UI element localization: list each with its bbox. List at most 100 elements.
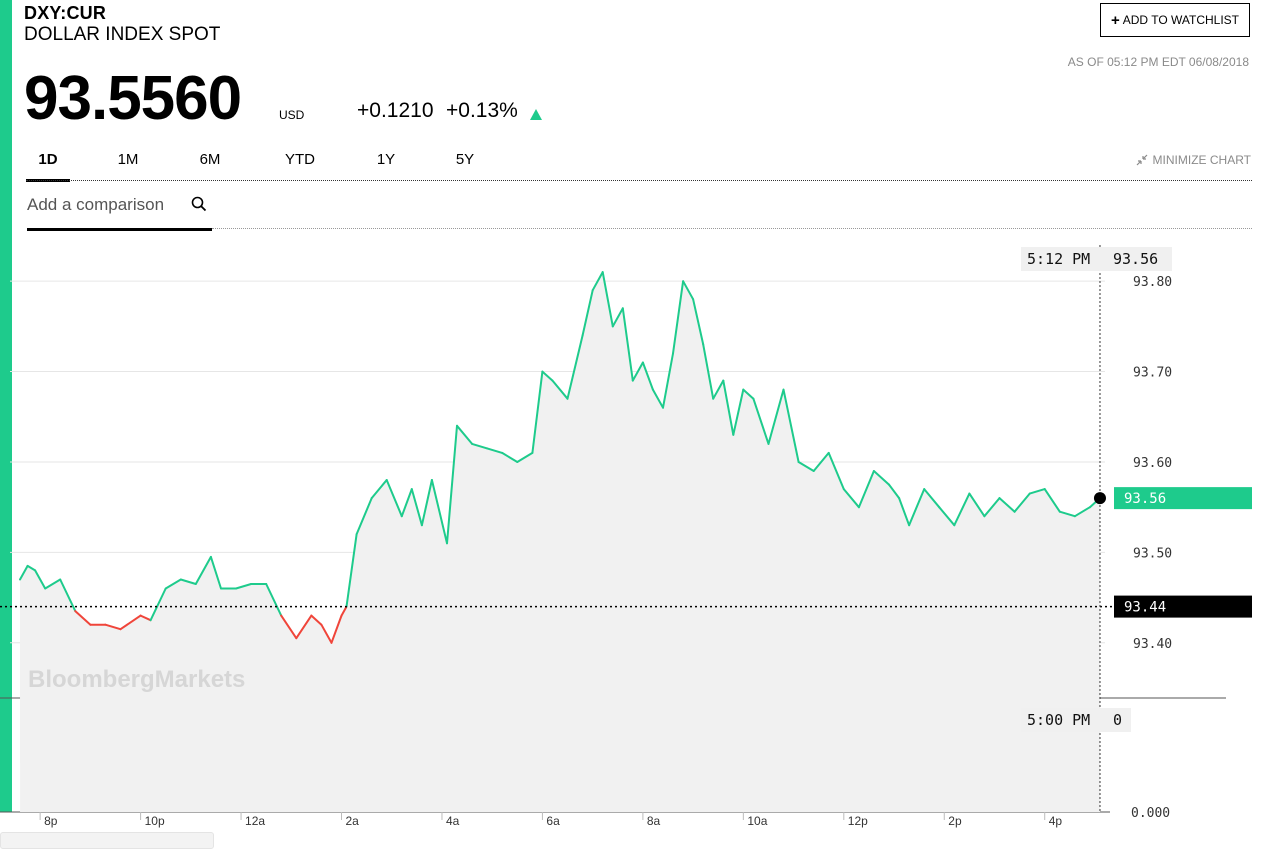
y-tick-label: 93.50 [1133, 546, 1172, 561]
price-segment [320, 623, 333, 644]
y-tick-label: 93.70 [1133, 366, 1172, 381]
x-tick-label: 4p [1049, 814, 1063, 828]
tab-1d[interactable]: 1D [26, 150, 70, 182]
price-segment [179, 578, 197, 585]
chart-watermark: BloombergMarkets [28, 666, 245, 693]
y-tick-label: 93.60 [1133, 456, 1172, 471]
search-icon[interactable] [191, 196, 207, 212]
price-segment [797, 461, 815, 472]
arrow-up-icon [530, 109, 542, 120]
price-segment [631, 361, 644, 382]
tab-1m[interactable]: 1M [117, 151, 139, 168]
horizontal-scrollbar[interactable] [0, 832, 214, 849]
price-segment [456, 424, 474, 445]
price-segment [938, 506, 956, 527]
price-segment [953, 492, 971, 527]
price-segment [119, 614, 142, 631]
tab-5y[interactable]: 5Y [455, 151, 475, 168]
price-segment [370, 479, 388, 500]
price-segment [310, 614, 323, 626]
price-segment [712, 379, 725, 400]
price-segment [59, 578, 77, 613]
price-segment [1073, 506, 1091, 518]
price-segment [430, 479, 448, 545]
last-value-dot [1093, 492, 1106, 505]
price-segment [566, 334, 584, 400]
price-segment [983, 497, 1001, 518]
price-segment [486, 447, 504, 454]
price-segment [682, 280, 695, 301]
currency-label: USD [279, 108, 305, 122]
last-value-label: 93.56 [1124, 491, 1166, 507]
accent-bar [0, 0, 12, 812]
price-segment [968, 492, 986, 518]
x-tick-label: 10p [145, 814, 165, 828]
price-segment [139, 614, 152, 622]
comparison-divider [212, 228, 1252, 229]
price-segment [1043, 488, 1061, 513]
price-segment [104, 623, 122, 631]
price-segment [355, 497, 373, 536]
x-tick-label: 12a [245, 814, 265, 828]
watchlist-label: ADD TO WATCHLIST [1122, 13, 1239, 27]
ticker-symbol: DXY:CUR [24, 3, 107, 23]
x-tick-label: 12p [848, 814, 868, 828]
price-segment [149, 587, 167, 622]
price-segment [235, 583, 253, 590]
minimize-chart-button[interactable]: MINIMIZE CHART [1135, 153, 1251, 167]
price-segment [265, 583, 283, 617]
price-segment [541, 370, 554, 382]
x-tick-label: 2a [346, 814, 360, 828]
price-segment [1058, 510, 1076, 518]
tab-6m[interactable]: 6M [199, 151, 221, 168]
add-to-watchlist-button[interactable]: + ADD TO WATCHLIST [1100, 3, 1250, 37]
volume-value: 0 [1113, 711, 1122, 729]
tab-1y[interactable]: 1Y [376, 151, 396, 168]
price-segment [611, 307, 624, 328]
previous-close-label: 93.44 [1124, 600, 1166, 616]
crosshair-value: 93.56 [1113, 250, 1158, 268]
price-segment [742, 388, 755, 400]
price-segment [44, 578, 62, 590]
price-segment [209, 555, 222, 590]
comparison-search [27, 192, 212, 231]
price-segment [194, 555, 212, 585]
x-axis: 8p 10p 12a 2a 4a 6a 8a 10a 12p 2p 4p [39, 812, 1063, 828]
crosshair-top-box [1021, 247, 1172, 271]
price-segment [601, 271, 614, 328]
price-segment [702, 343, 715, 400]
price-segment [782, 388, 800, 463]
price-segment [26, 564, 37, 572]
price-segment [385, 479, 403, 518]
as-of-timestamp: AS OF 05:12 PM EDT 06/08/2018 [1067, 55, 1249, 69]
price-segment [19, 564, 29, 581]
volume-crosshair-box [1021, 708, 1131, 732]
price-segment [1028, 488, 1046, 495]
x-tick-label: 10a [747, 814, 767, 828]
y-tick-label: 93.80 [1133, 275, 1172, 290]
security-name: DOLLAR INDEX SPOT [24, 24, 221, 45]
tabs-divider [26, 180, 1252, 181]
x-tick-label: 2p [948, 814, 962, 828]
price-segment [581, 289, 594, 337]
percent-change: +0.13% [446, 99, 518, 122]
price-segment [732, 388, 745, 436]
price-segment [857, 470, 875, 509]
value-labels: 93.56 [1093, 487, 1252, 510]
price-segment [330, 614, 343, 644]
price-chart[interactable]: BloombergMarkets 93.44 93.80 93.70 93.60 93… [0, 235, 1260, 830]
price-segment [672, 280, 685, 355]
price-segment [531, 370, 544, 454]
price-segment [812, 451, 830, 472]
plus-icon: + [1111, 11, 1120, 29]
price-segment [340, 605, 348, 617]
price-segment [164, 578, 182, 590]
price-segment [998, 497, 1016, 513]
comparison-input[interactable] [27, 192, 187, 218]
x-tick-label: 4a [446, 814, 460, 828]
price-segment [446, 424, 458, 545]
price-segment [923, 488, 941, 509]
tab-ytd[interactable]: YTD [285, 151, 315, 168]
price-segment [400, 488, 413, 518]
y-axis: 93.80 93.70 93.60 93.50 93.40 0.000 [1131, 275, 1172, 821]
